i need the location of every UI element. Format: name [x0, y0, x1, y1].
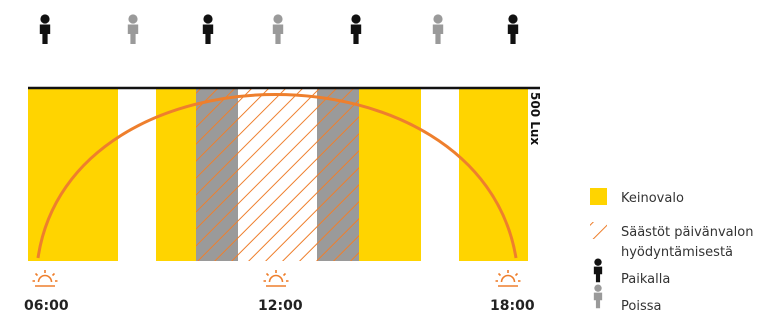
person-absent-icon: [432, 14, 444, 44]
person-absent-icon: [272, 14, 284, 44]
legend-label-artificial: Keinovalo: [621, 191, 684, 206]
sun-icon: [31, 269, 59, 287]
person-present-icon: [39, 14, 51, 44]
legend-label-absent: Poissa: [621, 299, 661, 314]
lux-threshold-label: 500 Lux: [528, 92, 542, 145]
daylight-curve: [36, 93, 518, 259]
legend-label-savings-2: hyödyntämisestä: [621, 245, 733, 260]
time-label-start: 06:00: [24, 298, 69, 314]
artificial-light-band: [156, 89, 196, 261]
sun-icon: [262, 269, 290, 287]
light-bands: [28, 89, 528, 261]
person-present-icon: [507, 14, 519, 44]
person-icon: [593, 258, 603, 283]
artificial-light-band: [359, 89, 421, 261]
time-label-end: 18:00: [490, 298, 535, 314]
person-icon: [593, 284, 603, 309]
sun-icon: [494, 269, 522, 287]
legend-label-savings-1: Säästöt päivänvalon: [621, 225, 753, 240]
person-present-icon: [202, 14, 214, 44]
artificial-light-band: [459, 89, 528, 261]
legend: Keinovalo Säästöt päivänvalon hyödyntämi…: [590, 188, 753, 314]
savings-hatch-band: [317, 89, 359, 261]
legend-label-present: Paikalla: [621, 272, 670, 287]
person-absent-icon: [127, 14, 139, 44]
time-label-noon: 12:00: [258, 298, 303, 314]
legend-swatch-artificial: [590, 188, 607, 205]
people-row: [39, 14, 519, 44]
legend-swatch-savings: [590, 222, 607, 239]
person-present-icon: [350, 14, 362, 44]
